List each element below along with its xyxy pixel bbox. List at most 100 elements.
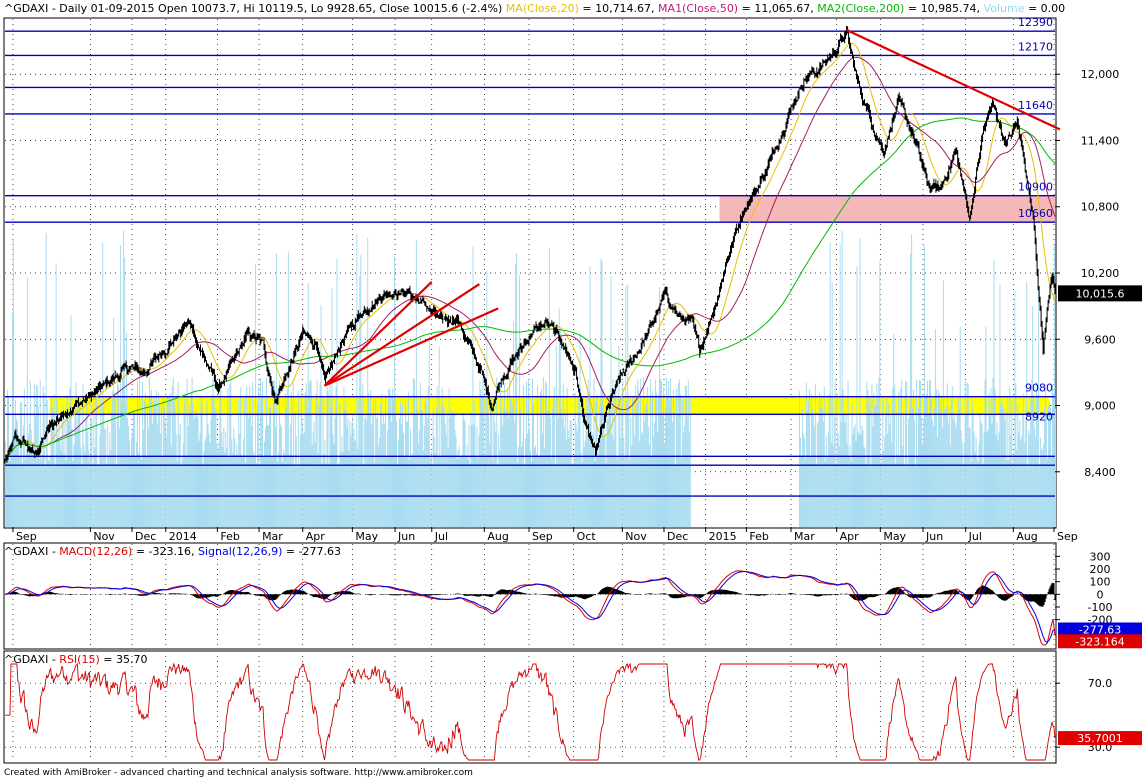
- volume-bar: [901, 379, 903, 527]
- volume-bar: [422, 450, 424, 527]
- volume-bar: [348, 450, 350, 527]
- volume-bar: [200, 395, 202, 527]
- volume-bar: [501, 405, 503, 527]
- volume-bar: [104, 429, 106, 527]
- volume-bar: [178, 434, 180, 527]
- volume-bar: [939, 409, 941, 527]
- volume-bar: [525, 438, 527, 527]
- volume-bar: [1051, 456, 1053, 527]
- volume-bar: [260, 377, 262, 527]
- volume-bar: [248, 417, 250, 527]
- volume-bar: [218, 441, 220, 527]
- volume-bar: [664, 408, 666, 527]
- volume-bar: [455, 436, 457, 527]
- volume-bar: [88, 450, 90, 527]
- volume-bar: [1000, 405, 1002, 527]
- volume-bar: [147, 428, 149, 527]
- volume-bar: [683, 426, 685, 527]
- volume-bar: [666, 395, 668, 527]
- volume-bar: [887, 433, 889, 527]
- volume-bar: [1054, 245, 1056, 527]
- macd-y-tick-label: 200: [1090, 563, 1111, 576]
- volume-bar: [309, 379, 311, 527]
- volume-bar: [653, 436, 655, 527]
- volume-bar: [493, 398, 495, 527]
- volume-bar: [199, 433, 201, 527]
- volume-bar: [416, 408, 418, 527]
- volume-bar: [673, 412, 675, 527]
- x-tick-label: Sep: [16, 530, 37, 543]
- volume-bar: [998, 432, 1000, 527]
- volume-bar: [913, 389, 915, 527]
- volume-bar: [375, 399, 377, 527]
- volume-bar: [577, 397, 579, 527]
- ma200-line: [4, 117, 1056, 461]
- volume-bar: [79, 399, 81, 527]
- volume-bar: [210, 418, 212, 527]
- volume-bar: [368, 393, 370, 527]
- volume-bar: [307, 283, 309, 527]
- volume-bar: [1002, 405, 1004, 527]
- price-header: ^GDAXI - Daily 01-09-2015 Open 10073.7, …: [4, 2, 1065, 15]
- volume-bar: [236, 444, 238, 527]
- y-tick-label: 10,800: [1081, 201, 1120, 214]
- ma50-label: MA1(Close,50): [658, 2, 738, 15]
- volume-bar: [559, 329, 561, 527]
- volume-bar: [660, 378, 662, 527]
- volume-bar: [972, 410, 974, 527]
- volume-bar: [250, 413, 252, 527]
- volume-bar: [385, 395, 387, 527]
- volume-bar: [679, 394, 681, 527]
- volume-bar: [669, 378, 671, 527]
- x-tick-label: Nov: [93, 530, 115, 543]
- header-symbol: ^GDAXI: [4, 2, 48, 15]
- volume-bar: [539, 392, 541, 527]
- volume-bar: [935, 389, 937, 527]
- volume-bar: [827, 432, 829, 527]
- volume-bar: [408, 459, 410, 527]
- volume-bar: [845, 413, 847, 527]
- volume-bar: [40, 459, 42, 527]
- volume-bar: [107, 424, 109, 527]
- volume-bar: [993, 259, 995, 527]
- volume-bar: [846, 443, 848, 527]
- volume-bar: [289, 425, 291, 527]
- volume-bar: [302, 434, 304, 527]
- volume-bar: [547, 411, 549, 527]
- volume-bar: [893, 333, 895, 527]
- volume-bar: [926, 380, 928, 527]
- volume-bar: [884, 435, 886, 527]
- volume-bar: [633, 395, 635, 527]
- volume-bar: [563, 427, 565, 527]
- volume-bar: [613, 439, 615, 527]
- level-label: 10660: [1018, 207, 1053, 220]
- volume-bar: [927, 414, 929, 527]
- volume-bar: [135, 457, 137, 527]
- volume-bar: [274, 426, 276, 527]
- volume-bar: [876, 383, 878, 527]
- y-tick-label: 10,200: [1081, 267, 1120, 280]
- volume-bar: [984, 379, 986, 527]
- volume-bar: [232, 452, 234, 527]
- volume-bar: [185, 457, 187, 527]
- volume-bar: [538, 457, 540, 527]
- volume-bar: [364, 418, 366, 527]
- volume-bar: [414, 414, 416, 527]
- volume-bar: [456, 458, 458, 527]
- volume-bar: [896, 411, 898, 527]
- volume-bar: [1036, 382, 1038, 527]
- volume-bar: [986, 431, 988, 527]
- volume-bar: [1019, 419, 1021, 527]
- volume-bar: [519, 275, 521, 527]
- volume-bar: [75, 381, 77, 527]
- volume-bar: [188, 405, 190, 527]
- volume-bar: [359, 276, 361, 527]
- volume-bar: [617, 459, 619, 527]
- volume-bar: [16, 421, 18, 527]
- volume-bar: [954, 422, 956, 527]
- volume-bar: [367, 237, 369, 528]
- y-tick-label: 9,000: [1084, 400, 1116, 413]
- volume-bar: [358, 400, 360, 527]
- volume-bar: [483, 398, 485, 527]
- macd-y-tick-label: 300: [1090, 550, 1111, 563]
